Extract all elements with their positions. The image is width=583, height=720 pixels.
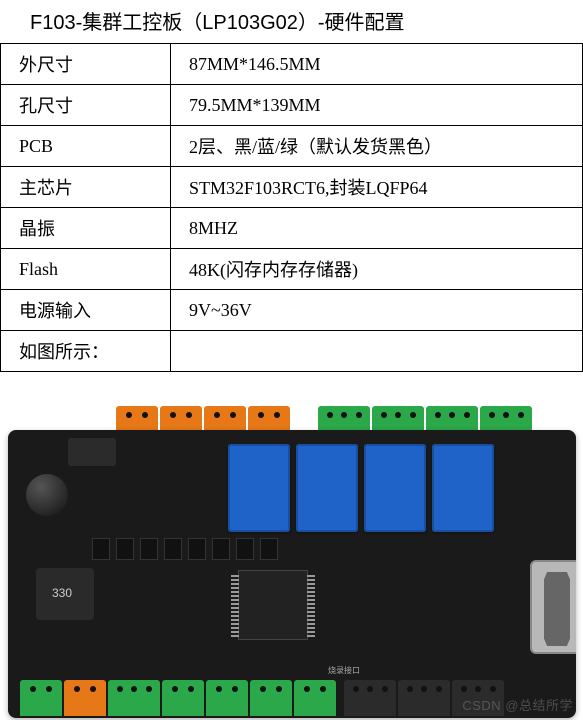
board-photo: 烧录接口 <box>0 400 583 720</box>
spec-val: 2层、黑/蓝/绿（默认发货黑色） <box>171 126 583 167</box>
spec-key: PCB <box>1 126 171 167</box>
spec-key: 孔尺寸 <box>1 85 171 126</box>
relay <box>296 444 358 532</box>
spec-key: 如图所示： <box>1 331 171 372</box>
spec-val: 9V~36V <box>171 290 583 331</box>
spec-val <box>171 331 583 372</box>
capacitor <box>26 474 68 516</box>
spec-key: Flash <box>1 249 171 290</box>
spec-key: 主芯片 <box>1 167 171 208</box>
terminal-green <box>250 680 292 716</box>
relay-group <box>228 444 494 532</box>
spec-val: STM32F103RCT6,封装LQFP64 <box>171 167 583 208</box>
pcb-board: 烧录接口 <box>8 430 576 718</box>
spec-table: 外尺寸87MM*146.5MM 孔尺寸79.5MM*139MM PCB2层、黑/… <box>0 43 583 372</box>
table-row: 电源输入9V~36V <box>1 290 583 331</box>
table-row: 孔尺寸79.5MM*139MM <box>1 85 583 126</box>
relay <box>364 444 426 532</box>
terminal-green <box>162 680 204 716</box>
page-title: F103-集群工控板（LP103G02）-硬件配置 <box>0 0 583 43</box>
terminal-green <box>20 680 62 716</box>
spec-val: 48K(闪存内存存储器) <box>171 249 583 290</box>
terminal-green <box>108 680 160 716</box>
table-row: 如图所示： <box>1 331 583 372</box>
terminal-row-bottom-left <box>20 680 336 716</box>
spec-val: 8MHZ <box>171 208 583 249</box>
table-row: Flash48K(闪存内存存储器) <box>1 249 583 290</box>
spec-val: 87MM*146.5MM <box>171 44 583 85</box>
terminal-black-top <box>68 438 116 466</box>
spec-key: 电源输入 <box>1 290 171 331</box>
inductor <box>36 568 94 620</box>
table-row: 晶振8MHZ <box>1 208 583 249</box>
relay <box>228 444 290 532</box>
table-row: 外尺寸87MM*146.5MM <box>1 44 583 85</box>
spec-key: 晶振 <box>1 208 171 249</box>
watermark: CSDN @总结所学 <box>462 695 573 714</box>
mcu-chip <box>238 570 308 640</box>
transistor-row <box>92 538 278 560</box>
table-row: PCB2层、黑/蓝/绿（默认发货黑色） <box>1 126 583 167</box>
terminal-black <box>398 680 450 716</box>
spec-val: 79.5MM*139MM <box>171 85 583 126</box>
db9-connector <box>530 560 576 654</box>
terminal-green <box>206 680 248 716</box>
relay <box>432 444 494 532</box>
terminal-green <box>294 680 336 716</box>
spec-key: 外尺寸 <box>1 44 171 85</box>
terminal-black <box>344 680 396 716</box>
table-row: 主芯片STM32F103RCT6,封装LQFP64 <box>1 167 583 208</box>
terminal-orange <box>64 680 106 716</box>
